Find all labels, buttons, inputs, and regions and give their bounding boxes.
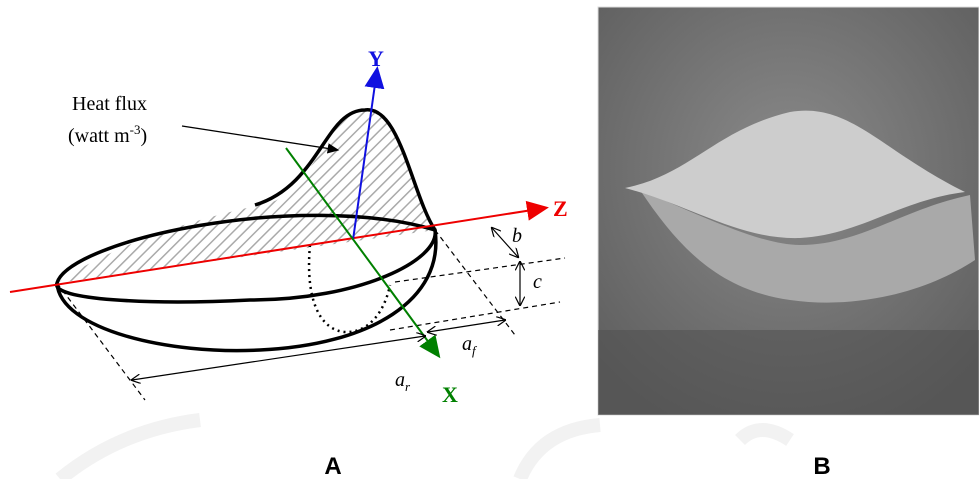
- dim-af: af: [462, 333, 478, 358]
- caption-a: A: [324, 453, 341, 479]
- caption-b: B: [813, 453, 830, 479]
- panel-b: B: [598, 7, 979, 479]
- label-pointer: [182, 126, 338, 150]
- dim-c: c: [533, 271, 542, 293]
- figure: Heat flux (watt m-3) Y Z X b c af ar A B: [0, 0, 979, 479]
- heat-flux-label: Heat flux: [72, 93, 147, 115]
- dim-ar: ar: [395, 369, 411, 394]
- y-axis-label: Y: [368, 46, 384, 71]
- dim-b: b: [512, 225, 522, 247]
- dim-subscript: f: [472, 343, 478, 358]
- photo-bottom: [598, 330, 979, 415]
- x-axis-label: X: [442, 382, 458, 407]
- unit-text: (watt m: [68, 125, 130, 147]
- dim-base: a: [395, 369, 405, 391]
- watermark: [60, 420, 790, 479]
- unit-text: ): [141, 125, 148, 147]
- dim-base: a: [462, 333, 472, 355]
- unit-superscript: -3: [130, 122, 141, 137]
- dim-subscript: r: [405, 379, 411, 394]
- z-axis-label: Z: [553, 196, 568, 221]
- panel-a: Heat flux (watt m-3) Y Z X b c af ar A: [10, 46, 568, 479]
- heat-flux-unit: (watt m-3): [68, 122, 147, 147]
